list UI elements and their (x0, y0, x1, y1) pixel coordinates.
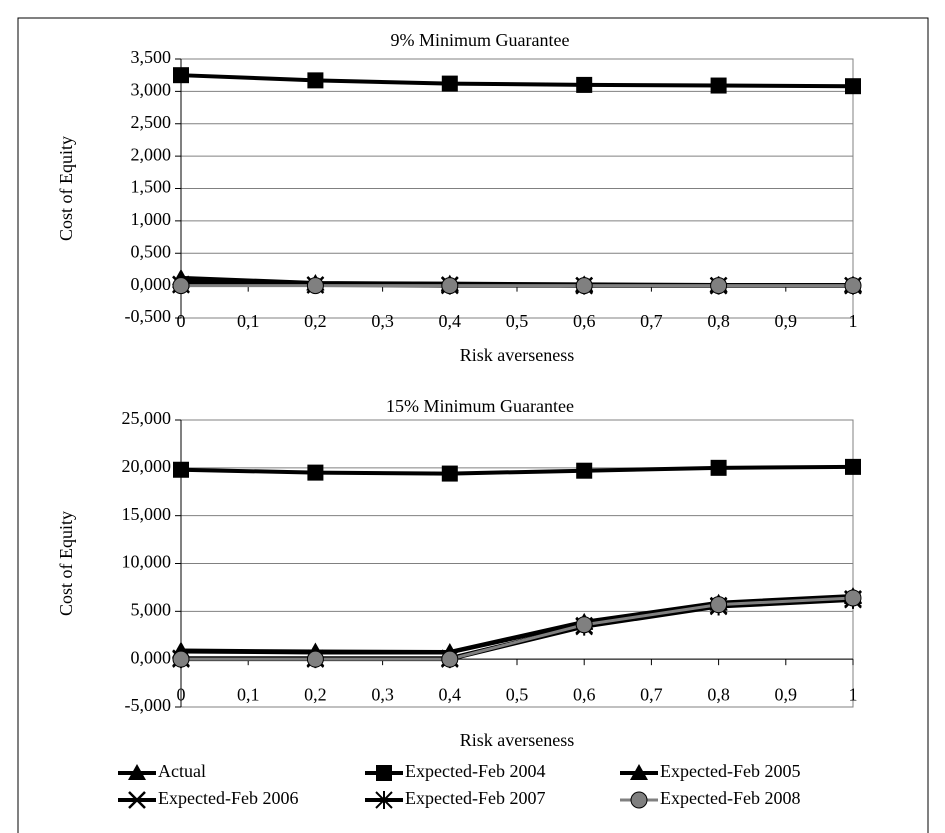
y-tick-label: 1,500 (131, 177, 172, 197)
chart-title: 9% Minimum Guarantee (391, 30, 570, 50)
y-tick-label: 10,000 (122, 552, 172, 572)
x-tick-label: 0,8 (707, 311, 730, 331)
marker (575, 277, 593, 295)
marker (307, 72, 324, 89)
x-tick-label: 0,3 (371, 311, 394, 331)
y-tick-label: 15,000 (122, 504, 172, 524)
x-tick-label: 0,5 (506, 684, 529, 704)
y-tick-label: 3,500 (131, 47, 172, 67)
marker (710, 77, 727, 94)
y-tick-label: 20,000 (122, 456, 172, 476)
y-tick-label: 0,000 (131, 274, 172, 294)
legend-label: Expected-Feb 2006 (158, 788, 298, 808)
marker (172, 277, 190, 295)
marker (306, 650, 324, 668)
y-tick-label: 5,000 (131, 599, 172, 619)
marker (172, 650, 190, 668)
marker (710, 459, 727, 476)
x-tick-label: 0,4 (439, 311, 462, 331)
marker (375, 791, 393, 809)
x-tick-label: 0,9 (775, 684, 798, 704)
marker (844, 589, 862, 607)
x-tick-label: 0,1 (237, 684, 260, 704)
legend-label: Expected-Feb 2005 (660, 761, 800, 781)
series-line (180, 73, 854, 89)
y-axis-label: Cost of Equity (56, 511, 76, 616)
x-tick-label: 0,9 (775, 311, 798, 331)
x-axis-label: Risk averseness (460, 345, 574, 365)
x-tick-label: 0,2 (304, 311, 327, 331)
marker (307, 464, 324, 481)
y-tick-label: -5,000 (125, 695, 172, 715)
series-line (181, 596, 854, 661)
y-tick-label: 1,000 (131, 209, 172, 229)
x-tick-label: 0,4 (439, 684, 462, 704)
marker (306, 277, 324, 295)
marker (630, 764, 648, 780)
legend-label: Expected-Feb 2008 (660, 788, 800, 808)
legend-label: Actual (158, 761, 206, 781)
marker (441, 465, 458, 482)
x-tick-label: 0 (177, 684, 186, 704)
marker (575, 616, 593, 634)
marker (173, 461, 189, 478)
y-tick-label: 3,000 (131, 80, 172, 100)
frame (17, 17, 929, 833)
y-tick-label: 2,000 (131, 144, 172, 164)
marker (128, 764, 146, 780)
legend-label: Expected-Feb 2007 (405, 788, 545, 808)
series-line (180, 464, 854, 476)
legend-label: Expected-Feb 2004 (405, 761, 545, 781)
x-tick-label: 0,6 (573, 684, 596, 704)
marker (845, 458, 861, 475)
x-tick-label: 0,7 (640, 684, 663, 704)
marker (441, 277, 459, 295)
marker (844, 277, 862, 295)
x-tick-label: 0,6 (573, 311, 596, 331)
y-tick-label: 0,500 (131, 241, 172, 261)
x-tick-label: 0 (177, 311, 186, 331)
marker (710, 277, 728, 295)
marker (376, 765, 392, 781)
y-axis-label: Cost of Equity (56, 136, 76, 241)
x-tick-label: 0,1 (237, 311, 260, 331)
marker (128, 791, 146, 809)
x-tick-label: 0,2 (304, 684, 327, 704)
x-tick-label: 0,8 (707, 684, 730, 704)
y-tick-label: 0,000 (131, 647, 172, 667)
x-tick-label: 1 (849, 311, 858, 331)
chart-title: 15% Minimum Guarantee (386, 396, 574, 416)
marker (576, 76, 593, 93)
x-tick-label: 0,3 (371, 684, 394, 704)
marker (441, 75, 458, 92)
marker (173, 67, 189, 84)
y-tick-label: -0,500 (125, 306, 172, 326)
x-tick-label: 1 (849, 684, 858, 704)
marker (630, 791, 648, 809)
marker (441, 650, 459, 668)
y-tick-label: 25,000 (122, 408, 172, 428)
y-tick-label: 2,500 (131, 112, 172, 132)
marker (576, 462, 593, 479)
x-tick-label: 0,5 (506, 311, 529, 331)
x-tick-label: 0,7 (640, 311, 663, 331)
marker (710, 596, 728, 614)
marker (845, 78, 861, 95)
x-axis-label: Risk averseness (460, 730, 574, 750)
